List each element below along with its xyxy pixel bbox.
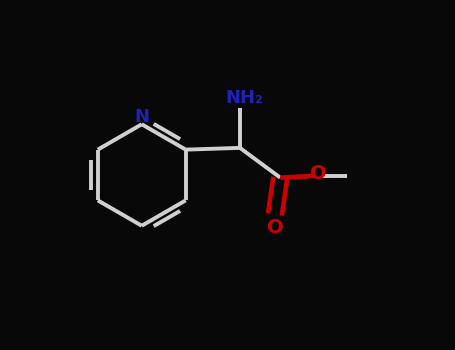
Text: O: O bbox=[267, 218, 283, 237]
Text: N: N bbox=[134, 107, 149, 126]
Text: NH₂: NH₂ bbox=[225, 89, 263, 107]
Text: O: O bbox=[310, 163, 326, 183]
